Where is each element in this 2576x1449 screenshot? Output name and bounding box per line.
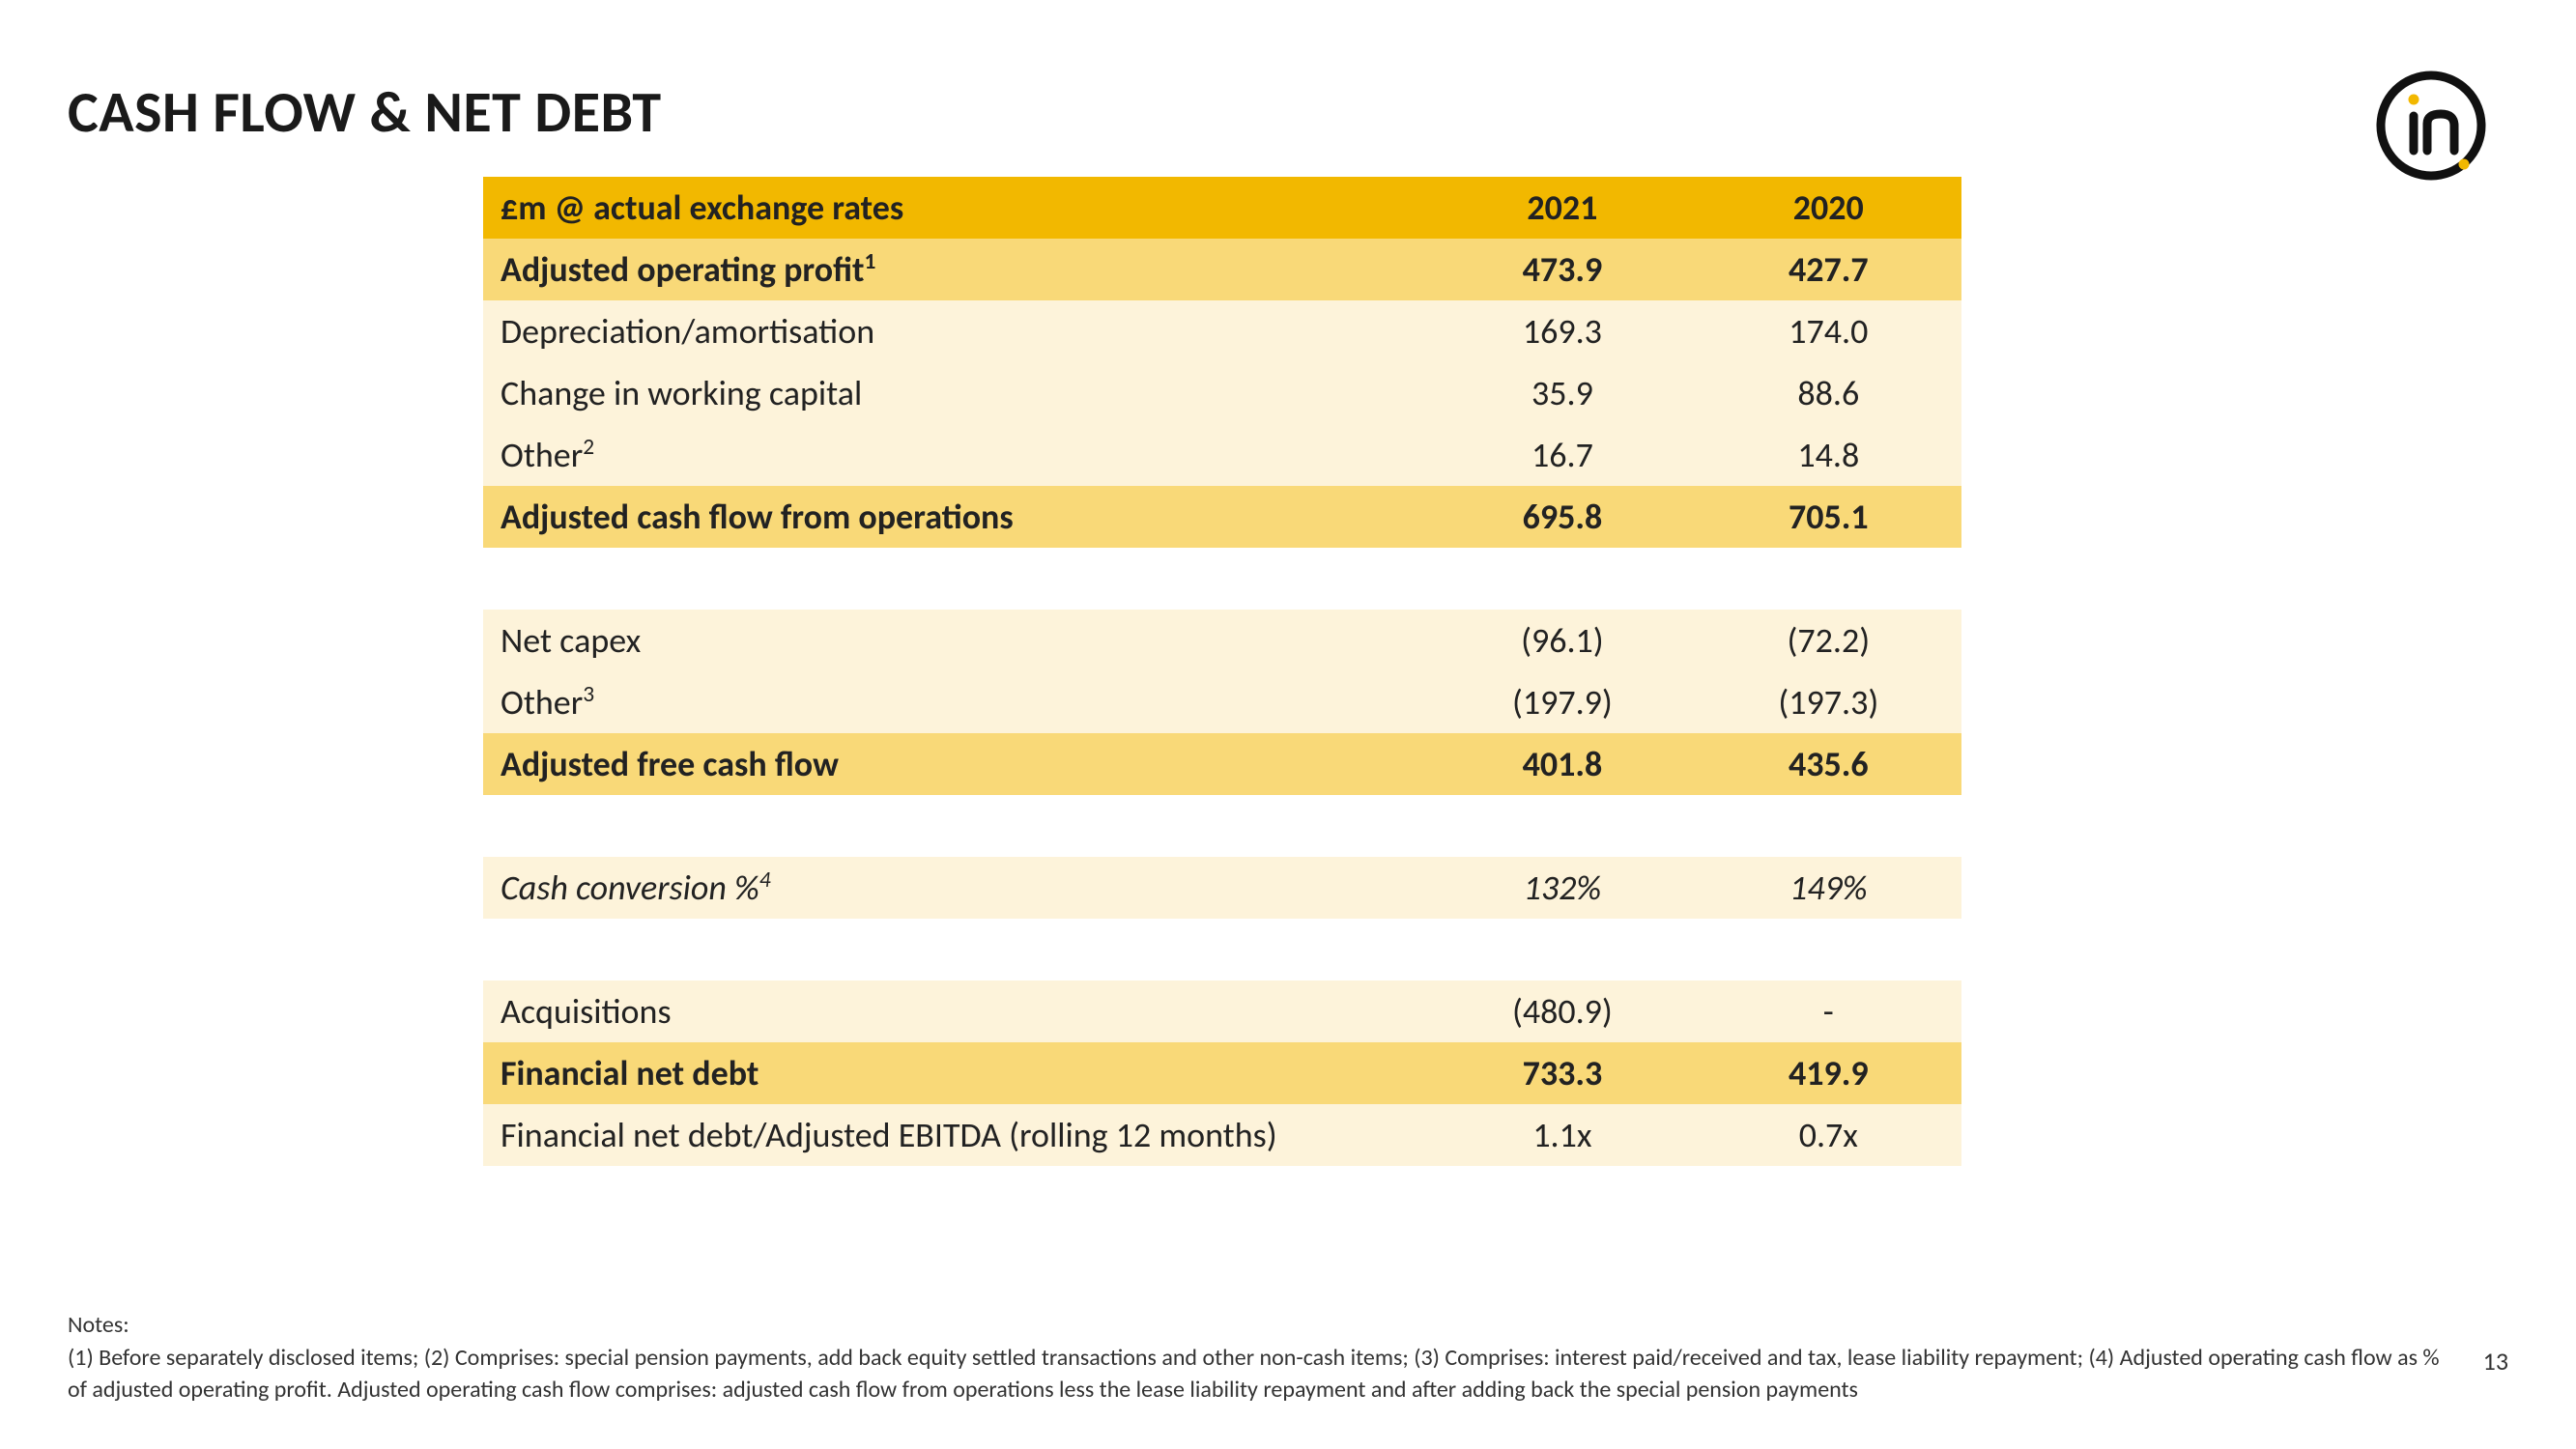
- table-row: Financial net debt/Adjusted EBITDA (roll…: [483, 1104, 1961, 1166]
- row-value-2021: 401.8: [1429, 733, 1695, 795]
- table-spacer-row: [483, 548, 1961, 610]
- row-value-2021: 169.3: [1429, 300, 1695, 362]
- row-label: Acquisitions: [483, 980, 1429, 1042]
- row-label: Adjusted cash flow from operations: [483, 486, 1429, 548]
- row-label: Financial net debt: [483, 1042, 1429, 1104]
- row-value-2021: (197.9): [1429, 671, 1695, 733]
- row-value-2021: 473.9: [1429, 239, 1695, 300]
- header-year-2: 2020: [1696, 177, 1961, 239]
- table-row: Adjusted cash flow from operations695.87…: [483, 486, 1961, 548]
- row-value-2020: 435.6: [1696, 733, 1961, 795]
- row-label: Adjusted operating profit1: [483, 239, 1429, 300]
- row-value-2021: 35.9: [1429, 362, 1695, 424]
- row-label: Depreciation/amortisation: [483, 300, 1429, 362]
- table-row: Cash conversion %4132%149%: [483, 857, 1961, 919]
- footnotes-text: (1) Before separately disclosed items; (…: [68, 1343, 2450, 1406]
- row-label: Adjusted free cash flow: [483, 733, 1429, 795]
- table-spacer-row: [483, 919, 1961, 980]
- table-row: Adjusted operating profit1473.9427.7: [483, 239, 1961, 300]
- row-value-2021: (96.1): [1429, 610, 1695, 671]
- row-value-2020: -: [1696, 980, 1961, 1042]
- row-value-2021: (480.9): [1429, 980, 1695, 1042]
- table-row: Net capex(96.1)(72.2): [483, 610, 1961, 671]
- table-row: Depreciation/amortisation169.3174.0: [483, 300, 1961, 362]
- cashflow-table-wrap: £m @ actual exchange rates20212020Adjust…: [483, 177, 1961, 1166]
- row-value-2020: 88.6: [1696, 362, 1961, 424]
- table-spacer-row: [483, 795, 1961, 857]
- row-label: Other3: [483, 671, 1429, 733]
- row-value-2021: 16.7: [1429, 424, 1695, 486]
- row-value-2021: 695.8: [1429, 486, 1695, 548]
- cashflow-table: £m @ actual exchange rates20212020Adjust…: [483, 177, 1961, 1166]
- table-row: Financial net debt733.3419.9: [483, 1042, 1961, 1104]
- table-row: Other216.714.8: [483, 424, 1961, 486]
- row-value-2020: 174.0: [1696, 300, 1961, 362]
- row-value-2020: 705.1: [1696, 486, 1961, 548]
- footnotes: Notes: (1) Before separately disclosed i…: [68, 1310, 2450, 1406]
- table-row: Acquisitions(480.9)-: [483, 980, 1961, 1042]
- row-value-2020: (197.3): [1696, 671, 1961, 733]
- table-header-row: £m @ actual exchange rates20212020: [483, 177, 1961, 239]
- row-value-2020: 419.9: [1696, 1042, 1961, 1104]
- row-label: Change in working capital: [483, 362, 1429, 424]
- row-value-2021: 1.1x: [1429, 1104, 1695, 1166]
- row-value-2021: 733.3: [1429, 1042, 1695, 1104]
- table-row: Other3(197.9)(197.3): [483, 671, 1961, 733]
- page-title: CASH FLOW & NET DEBT: [68, 77, 2508, 148]
- row-value-2020: 0.7x: [1696, 1104, 1961, 1166]
- footnotes-heading: Notes:: [68, 1310, 2450, 1341]
- row-label: Cash conversion %4: [483, 857, 1429, 919]
- slide: CASH FLOW & NET DEBT £m @ actual exchang…: [0, 0, 2576, 1449]
- row-label: Financial net debt/Adjusted EBITDA (roll…: [483, 1104, 1429, 1166]
- header-label: £m @ actual exchange rates: [483, 177, 1429, 239]
- page-number: 13: [2483, 1346, 2508, 1377]
- row-label: Other2: [483, 424, 1429, 486]
- table-row: Change in working capital35.988.6: [483, 362, 1961, 424]
- row-value-2020: (72.2): [1696, 610, 1961, 671]
- row-value-2021: 132%: [1429, 857, 1695, 919]
- row-label: Net capex: [483, 610, 1429, 671]
- row-value-2020: 427.7: [1696, 239, 1961, 300]
- table-row: Adjusted free cash flow401.8435.6: [483, 733, 1961, 795]
- header-year-1: 2021: [1429, 177, 1695, 239]
- row-value-2020: 14.8: [1696, 424, 1961, 486]
- company-logo-icon: [2373, 68, 2489, 184]
- row-value-2020: 149%: [1696, 857, 1961, 919]
